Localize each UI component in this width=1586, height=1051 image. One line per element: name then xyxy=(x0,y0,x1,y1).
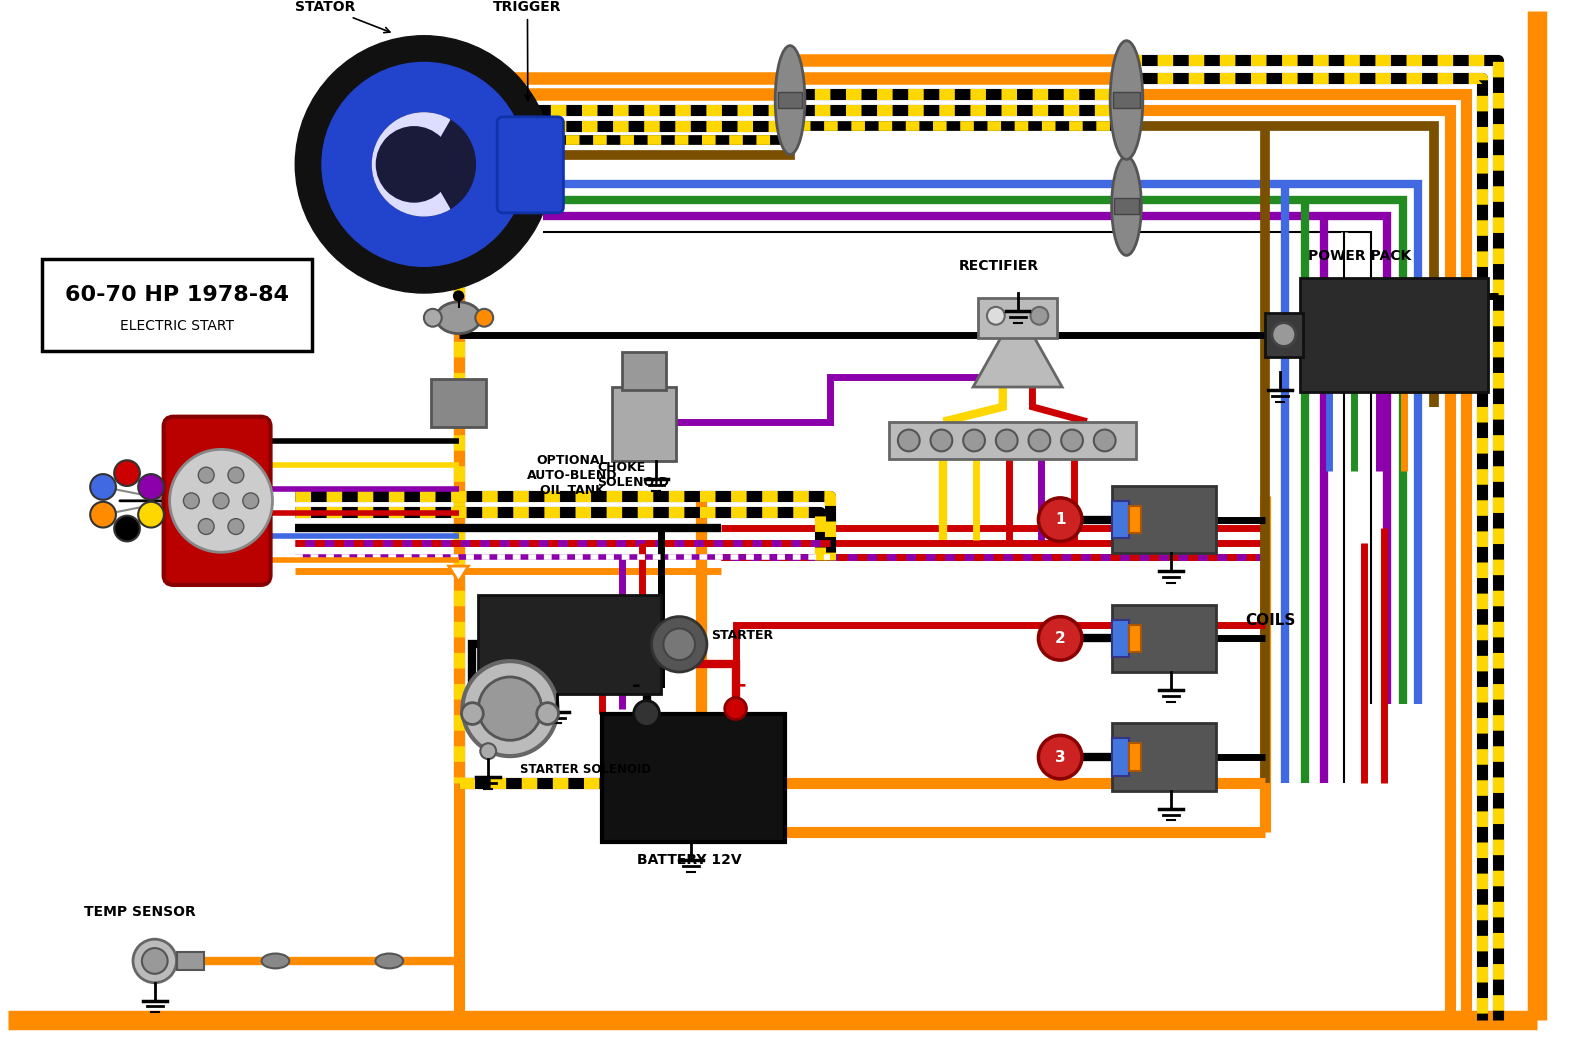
Text: STARTER SOLENOID: STARTER SOLENOID xyxy=(520,763,650,776)
Bar xyxy=(479,595,661,694)
Circle shape xyxy=(663,628,695,660)
Circle shape xyxy=(463,661,558,756)
Bar xyxy=(1112,723,1215,790)
Bar xyxy=(1112,486,1215,553)
Bar xyxy=(176,952,205,970)
Bar xyxy=(1112,604,1215,672)
Circle shape xyxy=(90,501,116,528)
Text: POWER PACK: POWER PACK xyxy=(1307,249,1412,264)
Text: OPTIONAL
AUTO-BLEND
OIL TANK: OPTIONAL AUTO-BLEND OIL TANK xyxy=(527,454,617,497)
Text: CHOKE
SOLENOID: CHOKE SOLENOID xyxy=(596,461,669,489)
Bar xyxy=(777,92,803,108)
FancyBboxPatch shape xyxy=(496,117,563,213)
Text: STARTER: STARTER xyxy=(711,630,772,642)
Polygon shape xyxy=(449,566,468,582)
Polygon shape xyxy=(974,308,1063,387)
Bar xyxy=(979,298,1058,337)
Circle shape xyxy=(1039,498,1082,541)
Bar xyxy=(1113,198,1139,213)
Circle shape xyxy=(476,309,493,327)
Text: RECTIFIER: RECTIFIER xyxy=(958,260,1039,273)
Circle shape xyxy=(423,309,442,327)
Circle shape xyxy=(141,948,168,974)
Circle shape xyxy=(90,474,116,500)
Bar xyxy=(603,714,785,842)
FancyBboxPatch shape xyxy=(163,416,271,585)
Bar xyxy=(431,379,487,427)
Circle shape xyxy=(198,468,214,483)
Wedge shape xyxy=(373,112,450,215)
Circle shape xyxy=(1061,430,1083,451)
Circle shape xyxy=(1094,430,1115,451)
Text: 3: 3 xyxy=(1055,749,1066,765)
Circle shape xyxy=(931,430,952,451)
Bar xyxy=(1112,738,1129,776)
Text: 1: 1 xyxy=(1055,512,1066,528)
Circle shape xyxy=(376,127,452,202)
Circle shape xyxy=(652,617,707,672)
Circle shape xyxy=(138,474,163,500)
Bar xyxy=(1299,279,1488,392)
Bar xyxy=(1113,92,1140,108)
Bar xyxy=(1112,619,1129,657)
Circle shape xyxy=(996,430,1018,451)
Ellipse shape xyxy=(1110,41,1144,160)
Circle shape xyxy=(1028,430,1050,451)
Circle shape xyxy=(213,493,228,509)
Circle shape xyxy=(198,518,214,535)
Circle shape xyxy=(1039,736,1082,779)
Circle shape xyxy=(725,698,747,720)
Circle shape xyxy=(228,518,244,535)
Text: TRIGGER: TRIGGER xyxy=(493,0,561,100)
Text: BATTERY 12V: BATTERY 12V xyxy=(636,853,741,867)
Text: TEMP SENSOR: TEMP SENSOR xyxy=(84,905,195,920)
Ellipse shape xyxy=(262,953,289,968)
Circle shape xyxy=(634,701,660,726)
Bar xyxy=(1129,624,1142,653)
FancyBboxPatch shape xyxy=(41,260,312,351)
Circle shape xyxy=(114,460,140,486)
Circle shape xyxy=(184,493,200,509)
Circle shape xyxy=(462,703,484,724)
Bar xyxy=(1129,506,1142,534)
Circle shape xyxy=(243,493,259,509)
Bar xyxy=(1266,313,1302,357)
Circle shape xyxy=(963,430,985,451)
Circle shape xyxy=(138,501,163,528)
Circle shape xyxy=(986,307,1006,325)
Text: STATOR: STATOR xyxy=(295,0,390,33)
Circle shape xyxy=(1039,617,1082,660)
Ellipse shape xyxy=(1112,157,1142,255)
Circle shape xyxy=(373,112,476,215)
Circle shape xyxy=(479,677,542,740)
Text: 2: 2 xyxy=(1055,631,1066,646)
Text: COILS: COILS xyxy=(1245,613,1296,627)
Circle shape xyxy=(228,468,244,483)
Ellipse shape xyxy=(776,45,804,154)
Text: 60-70 HP 1978-84: 60-70 HP 1978-84 xyxy=(65,285,289,305)
Circle shape xyxy=(322,62,527,266)
Text: +: + xyxy=(730,676,747,696)
Bar xyxy=(622,352,666,390)
Circle shape xyxy=(898,430,920,451)
Circle shape xyxy=(1272,323,1296,347)
Bar xyxy=(612,387,676,461)
Text: -: - xyxy=(633,676,641,696)
Circle shape xyxy=(1031,307,1048,325)
Bar xyxy=(1112,501,1129,538)
Ellipse shape xyxy=(376,953,403,968)
Circle shape xyxy=(170,450,273,552)
Bar xyxy=(890,421,1136,459)
Text: ELECTRIC START: ELECTRIC START xyxy=(119,318,233,333)
Circle shape xyxy=(454,291,463,301)
Circle shape xyxy=(133,940,176,983)
Circle shape xyxy=(114,516,140,541)
Circle shape xyxy=(536,703,558,724)
Circle shape xyxy=(481,743,496,759)
Circle shape xyxy=(295,36,552,293)
Ellipse shape xyxy=(436,302,481,333)
Bar xyxy=(1129,743,1142,771)
